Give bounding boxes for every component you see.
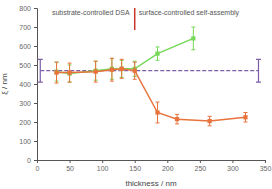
- y-tick: 0: [27, 157, 37, 164]
- x-tick-mark: [167, 160, 168, 163]
- x-tick: 350: [260, 160, 272, 172]
- x-tick: 100: [97, 160, 109, 172]
- x-tick-label: 200: [162, 165, 174, 172]
- y-tick: 300: [19, 100, 37, 107]
- error-bar: [243, 113, 247, 123]
- y-tick: 800: [19, 5, 37, 12]
- x-tick-mark: [102, 160, 103, 163]
- y-tick-label: 600: [19, 43, 31, 50]
- error-bar: [133, 62, 137, 79]
- x-tick-mark: [70, 160, 71, 163]
- y-tick: 200: [19, 119, 37, 126]
- y-tick-label: 100: [19, 138, 31, 145]
- y-tick: 500: [19, 62, 37, 69]
- error-bar: [68, 63, 72, 82]
- y-axis-line: [34, 9, 38, 161]
- marker: [133, 69, 137, 73]
- y-tick-label: 800: [19, 5, 31, 12]
- y-tick-label: 400: [19, 81, 31, 88]
- y-tick-mark: [34, 65, 37, 66]
- error-bar: [55, 62, 59, 83]
- marker: [208, 119, 212, 123]
- x-tick-label: 0: [36, 165, 40, 172]
- y-tick-mark: [34, 122, 37, 123]
- error-bar: [120, 60, 124, 77]
- annotations: substrate-controlled DSA surface-controll…: [52, 9, 240, 17]
- y-tick-mark: [34, 103, 37, 104]
- x-tick: 0: [36, 160, 40, 172]
- y-tick-mark: [34, 46, 37, 47]
- annotation: substrate-controlled DSA: [52, 9, 130, 16]
- reference-line: [40, 70, 258, 71]
- marker: [110, 68, 114, 72]
- x-tick: 250: [195, 160, 207, 172]
- y-tick-mark: [34, 160, 37, 161]
- series-line: [57, 38, 194, 73]
- y-tick: 400: [19, 81, 37, 88]
- x-tick-label: 300: [227, 165, 239, 172]
- y-tick-mark: [34, 27, 37, 28]
- y-tick-label: 0: [27, 157, 31, 164]
- marker: [155, 51, 159, 55]
- y-tick-label: 500: [19, 62, 31, 69]
- error-bar: [175, 114, 179, 124]
- plot-area: [38, 8, 261, 126]
- x-tick-mark: [135, 160, 136, 163]
- y-axis-title: ξ / nm: [0, 73, 9, 95]
- y-tick-label: 700: [19, 24, 31, 31]
- y-tick: 100: [19, 138, 37, 145]
- x-tick-mark: [200, 160, 201, 163]
- annotation: surface-controlled self-assembly: [139, 9, 240, 17]
- y-tick: 600: [19, 43, 37, 50]
- x-tick: 200: [162, 160, 174, 172]
- error-bar: [94, 61, 98, 82]
- marker: [54, 70, 58, 74]
- x-tick-mark: [265, 160, 266, 163]
- x-tick-label: 350: [260, 165, 272, 172]
- marker: [243, 115, 247, 119]
- marker: [155, 110, 159, 114]
- x-axis-title: thickness / nm: [125, 179, 176, 188]
- chart: 0 50 100 150 200 250 300 350 0 100 200 300 400 500 600…: [0, 0, 272, 189]
- error-bar: [191, 27, 195, 50]
- marker: [67, 70, 71, 74]
- x-tick-label: 50: [66, 165, 74, 172]
- y-tick-label: 300: [19, 100, 31, 107]
- y-tick-mark: [34, 8, 37, 9]
- y-tick-mark: [34, 141, 37, 142]
- error-bar: [110, 58, 114, 81]
- error-bar: [156, 102, 160, 123]
- marker: [175, 117, 179, 121]
- error-bar: [156, 47, 160, 60]
- y-axis: 0 100 200 300 400 500 600 700 800: [19, 5, 37, 164]
- x-tick-label: 250: [195, 165, 207, 172]
- y-tick-label: 200: [19, 119, 31, 126]
- x-tick: 50: [66, 160, 74, 172]
- marker: [120, 67, 124, 71]
- x-tick: 300: [227, 160, 239, 172]
- x-tick-mark: [232, 160, 233, 163]
- reference-error-bar: [38, 59, 43, 82]
- divider-line: [134, 8, 136, 30]
- x-tick: 150: [129, 160, 141, 172]
- series-line: [57, 69, 246, 121]
- marker: [94, 70, 98, 74]
- marker: [120, 67, 124, 71]
- error-bar: [120, 59, 124, 78]
- x-tick-label: 150: [129, 165, 141, 172]
- x-axis: 0 50 100 150 200 250 300 350: [36, 160, 272, 172]
- x-axis-line: [38, 161, 266, 164]
- x-tick-label: 100: [97, 165, 109, 172]
- error-bar: [208, 116, 212, 126]
- marker: [191, 36, 195, 40]
- y-tick: 700: [19, 24, 37, 31]
- reference-error-bar: [256, 59, 261, 82]
- y-tick-mark: [34, 84, 37, 85]
